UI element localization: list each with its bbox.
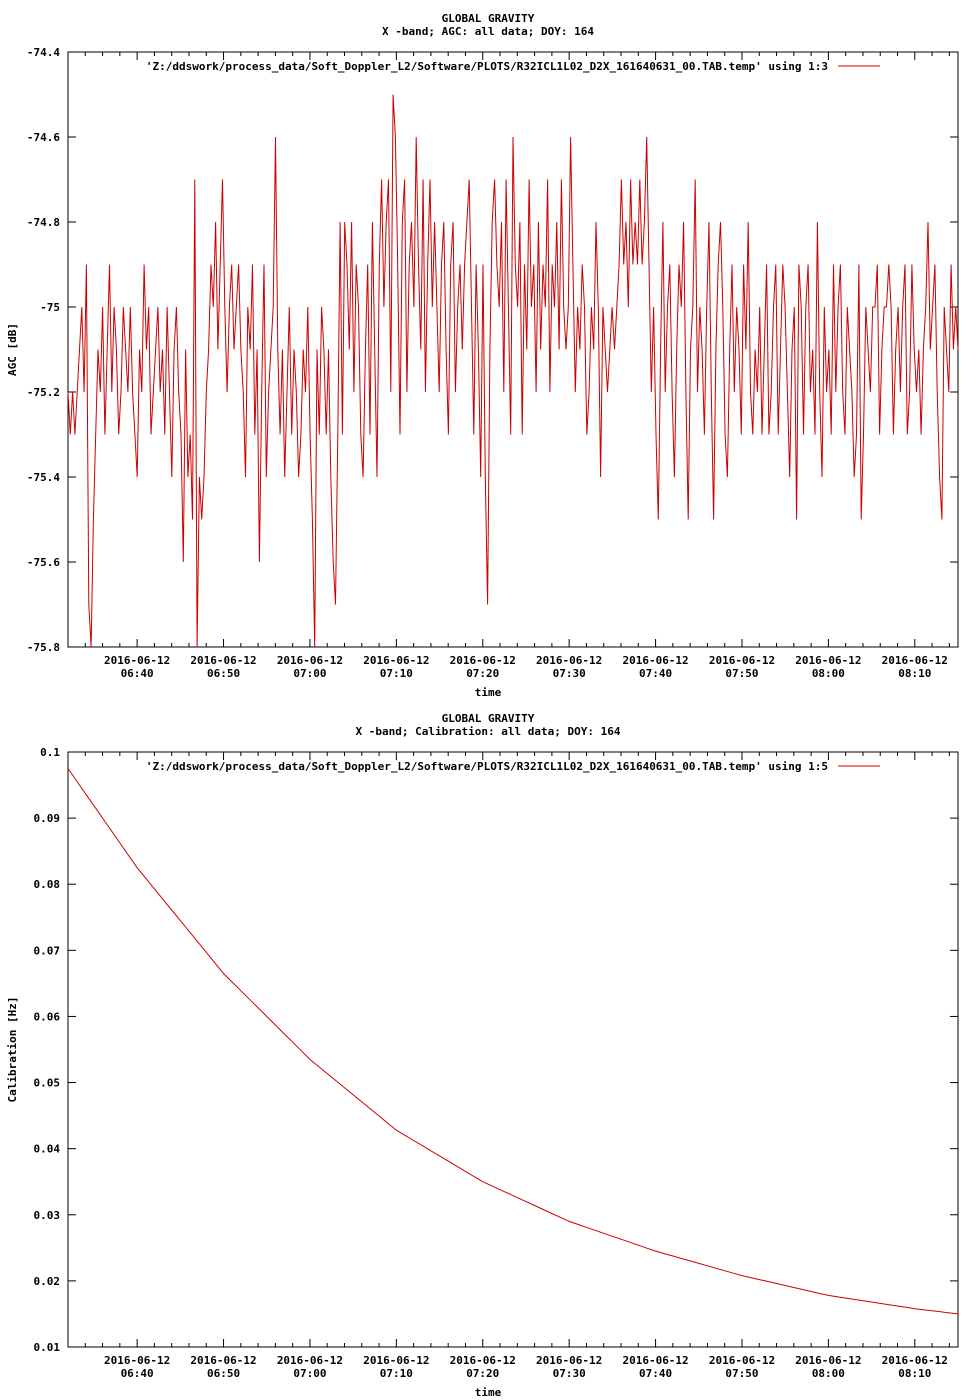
x-tick-label: 2016-06-12 bbox=[190, 1354, 256, 1367]
x-tick-label: 2016-06-12 bbox=[450, 654, 516, 667]
x-tick-label: 2016-06-12 bbox=[709, 1354, 775, 1367]
x-tick-label: 07:40 bbox=[639, 1367, 672, 1380]
x-tick-label: 07:00 bbox=[293, 1367, 326, 1380]
y-tick-label: -75.6 bbox=[27, 556, 60, 569]
chart-subtitle: X -band; AGC: all data; DOY: 164 bbox=[382, 25, 594, 38]
y-tick-label: -74.8 bbox=[27, 216, 60, 229]
y-tick-label: 0.07 bbox=[34, 944, 61, 957]
x-tick-label: 2016-06-12 bbox=[709, 654, 775, 667]
y-tick-label: -75.8 bbox=[27, 641, 60, 654]
chart-title: GLOBAL GRAVITY bbox=[442, 712, 535, 725]
chart-subtitle: X -band; Calibration: all data; DOY: 164 bbox=[356, 725, 621, 738]
x-tick-label: 07:30 bbox=[553, 1367, 586, 1380]
y-tick-label: 0.05 bbox=[34, 1077, 61, 1090]
x-tick-label: 2016-06-12 bbox=[622, 654, 688, 667]
x-tick-label: 07:50 bbox=[725, 667, 758, 680]
y-axis-label: AGC [dB] bbox=[6, 323, 19, 376]
x-tick-label: 2016-06-12 bbox=[104, 1354, 170, 1367]
x-tick-label: 07:00 bbox=[293, 667, 326, 680]
y-tick-label: 0.06 bbox=[34, 1010, 61, 1023]
y-axis-label: Calibration [Hz] bbox=[6, 997, 19, 1103]
y-tick-label: 0.04 bbox=[34, 1143, 61, 1156]
y-tick-label: 0.01 bbox=[34, 1341, 61, 1354]
x-tick-label: 08:00 bbox=[812, 1367, 845, 1380]
series-line bbox=[67, 768, 959, 1315]
x-tick-label: 07:10 bbox=[380, 1367, 413, 1380]
y-tick-label: -74.6 bbox=[27, 131, 60, 144]
x-tick-label: 2016-06-12 bbox=[104, 654, 170, 667]
x-tick-label: 2016-06-12 bbox=[536, 1354, 602, 1367]
x-tick-label: 2016-06-12 bbox=[882, 1354, 948, 1367]
plot-frame bbox=[67, 751, 959, 1348]
x-tick-label: 2016-06-12 bbox=[795, 654, 861, 667]
y-tick-label: 0.03 bbox=[34, 1209, 61, 1222]
x-tick-label: 07:50 bbox=[725, 1367, 758, 1380]
x-tick-label: 07:10 bbox=[380, 667, 413, 680]
legend-label: 'Z:/ddswork/process_data/Soft_Doppler_L2… bbox=[146, 60, 828, 73]
x-axis-label: time bbox=[475, 1386, 502, 1399]
x-tick-label: 2016-06-12 bbox=[450, 1354, 516, 1367]
y-tick-label: -75 bbox=[40, 301, 60, 314]
legend-label: 'Z:/ddswork/process_data/Soft_Doppler_L2… bbox=[146, 760, 828, 773]
x-tick-label: 07:20 bbox=[466, 1367, 499, 1380]
x-tick-label: 07:30 bbox=[553, 667, 586, 680]
x-tick-label: 2016-06-12 bbox=[622, 1354, 688, 1367]
x-tick-label: 2016-06-12 bbox=[795, 1354, 861, 1367]
x-tick-label: 2016-06-12 bbox=[277, 654, 343, 667]
x-tick-label: 06:40 bbox=[121, 1367, 154, 1380]
x-tick-label: 06:50 bbox=[207, 1367, 240, 1380]
x-tick-label: 08:10 bbox=[898, 667, 931, 680]
y-tick-label: -74.4 bbox=[27, 46, 60, 59]
x-tick-label: 08:00 bbox=[812, 667, 845, 680]
y-tick-label: 0.1 bbox=[40, 746, 60, 759]
x-tick-label: 2016-06-12 bbox=[882, 654, 948, 667]
x-tick-label: 2016-06-12 bbox=[363, 1354, 429, 1367]
series-line bbox=[67, 94, 959, 648]
x-tick-label: 2016-06-12 bbox=[536, 654, 602, 667]
x-tick-label: 06:40 bbox=[121, 667, 154, 680]
x-tick-label: 2016-06-12 bbox=[277, 1354, 343, 1367]
x-tick-label: 2016-06-12 bbox=[190, 654, 256, 667]
x-tick-label: 2016-06-12 bbox=[363, 654, 429, 667]
x-axis-label: time bbox=[475, 686, 502, 699]
x-tick-label: 07:40 bbox=[639, 667, 672, 680]
y-tick-label: -75.2 bbox=[27, 386, 60, 399]
y-tick-label: -75.4 bbox=[27, 471, 60, 484]
y-tick-label: 0.02 bbox=[34, 1275, 61, 1288]
y-tick-label: 0.08 bbox=[34, 878, 61, 891]
y-tick-label: 0.09 bbox=[34, 812, 61, 825]
x-tick-label: 08:10 bbox=[898, 1367, 931, 1380]
x-tick-label: 07:20 bbox=[466, 667, 499, 680]
chart-title: GLOBAL GRAVITY bbox=[442, 12, 535, 25]
x-tick-label: 06:50 bbox=[207, 667, 240, 680]
